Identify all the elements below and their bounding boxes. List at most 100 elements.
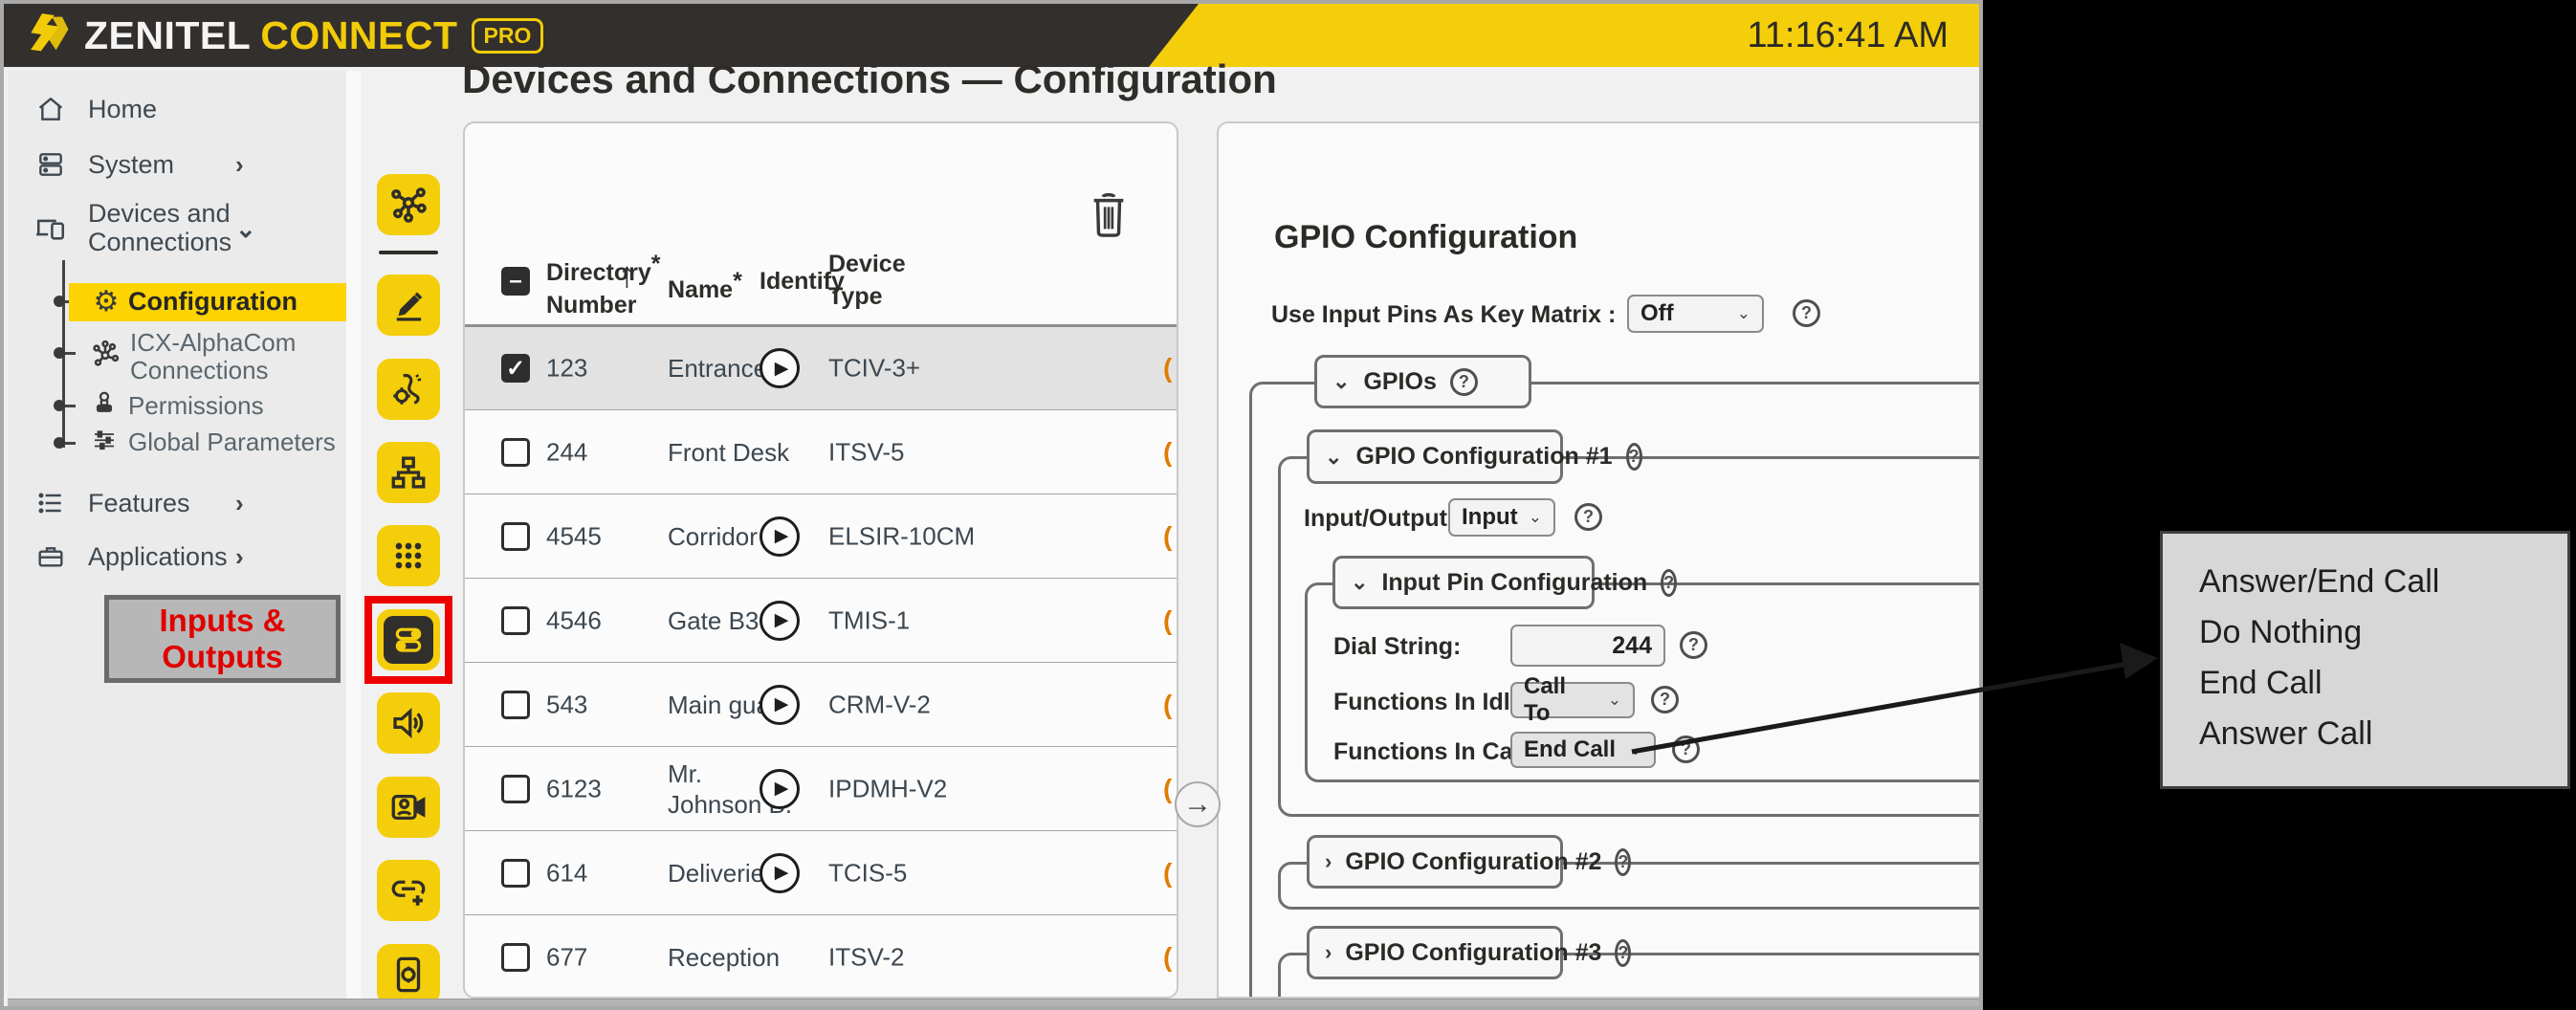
- table-row[interactable]: 244 Front Desk ITSV-5 (: [465, 410, 1177, 494]
- sort-ascending-icon[interactable]: ↑: [618, 255, 636, 296]
- row-checkbox[interactable]: [501, 521, 530, 551]
- list-icon: [34, 487, 67, 519]
- sidebar-item-features[interactable]: Features ›: [8, 482, 346, 524]
- toolbar-audio-button[interactable]: [377, 692, 440, 754]
- help-icon[interactable]: ?: [1651, 686, 1679, 714]
- column-header-directory-number[interactable]: Directory* Number: [546, 251, 661, 318]
- identify-play-button[interactable]: ▶: [760, 600, 800, 641]
- gpio-config3-header[interactable]: › GPIO Configuration #3 ?: [1307, 926, 1632, 979]
- checkbox-icon: [501, 521, 530, 551]
- dropdown-options-tooltip: Answer/End Call Do Nothing End Call Answer …: [2160, 531, 2570, 789]
- tree-bullet: [54, 437, 65, 449]
- row-checkbox[interactable]: [501, 437, 530, 467]
- key-matrix-select[interactable]: Off ⌄: [1627, 295, 1764, 333]
- table-row[interactable]: 677 Reception ITSV-2 (: [465, 915, 1177, 997]
- clipped-column-fragment: (: [1163, 436, 1173, 467]
- sidebar-item-permissions[interactable]: Permissions: [90, 388, 264, 424]
- table-row[interactable]: 543 Main guard ▶ CRM-V-2(: [465, 663, 1177, 747]
- row-checkbox[interactable]: [501, 942, 530, 972]
- sitemap-icon: [391, 456, 426, 489]
- sidebar-item-global-parameters[interactable]: Global Parameters: [90, 425, 336, 460]
- toolbar-add-link-button[interactable]: [377, 860, 440, 921]
- phone-gear-icon: [393, 374, 422, 405]
- help-icon[interactable]: ?: [1449, 367, 1478, 396]
- sidebar: Home System › Devi: [8, 71, 346, 1000]
- identify-play-button[interactable]: ▶: [760, 516, 800, 557]
- call-state-select[interactable]: End Call ⌄: [1510, 732, 1656, 768]
- play-icon: ▶: [760, 348, 800, 388]
- cell-directory-number: 6123: [546, 774, 602, 802]
- toolbar-video-button[interactable]: [377, 777, 440, 838]
- input-output-select[interactable]: Input ⌄: [1448, 498, 1555, 537]
- cell-name: Reception: [668, 942, 781, 972]
- table-row[interactable]: 4545 Corridor 2A ▶ ELSIR-10CM(: [465, 494, 1177, 579]
- tooltip-option: Do Nothing: [2199, 614, 2363, 650]
- gpio-config1-header[interactable]: ⌄ GPIO Configuration #1 ?: [1307, 429, 1642, 484]
- group-title: Input Pin Configuration: [1381, 568, 1648, 596]
- sidebar-item-applications[interactable]: Applications ›: [8, 536, 346, 578]
- toolbar-device-settings-button[interactable]: [377, 944, 440, 1005]
- row-checkbox[interactable]: [501, 690, 530, 719]
- sidebar-item-configuration[interactable]: ⚙ Configuration: [90, 285, 297, 318]
- toolbar-keypad-button[interactable]: [377, 525, 440, 586]
- help-icon[interactable]: ?: [1574, 503, 1602, 531]
- help-icon[interactable]: ?: [1672, 736, 1700, 763]
- play-icon: ▶: [760, 768, 800, 809]
- chevron-right-icon: ›: [1325, 849, 1332, 873]
- delete-icon[interactable]: [1087, 190, 1131, 243]
- select-all-checkbox[interactable]: –: [501, 267, 530, 296]
- toolbar-sitemap-button[interactable]: [377, 442, 440, 503]
- gpio-config2-header[interactable]: › GPIO Configuration #2 ?: [1307, 835, 1632, 889]
- table-row[interactable]: ✓ 123 Entrance ▶ TCIV-3+ (: [465, 326, 1177, 410]
- toolbar-topology-button[interactable]: [377, 174, 440, 235]
- clipped-column-fragment: (: [1163, 857, 1173, 888]
- help-icon[interactable]: ?: [1615, 847, 1632, 876]
- identify-play-button[interactable]: ▶: [760, 348, 800, 388]
- table-row[interactable]: 614 Deliveries ▶ TCIS-5 (: [465, 831, 1177, 915]
- app-window: ZENITEL CONNECT PRO 11:16:41 AM Home: [0, 0, 1983, 1010]
- help-icon[interactable]: ?: [1680, 631, 1707, 659]
- checkbox-icon: [501, 858, 530, 888]
- top-bar-yellow-section: [1149, 4, 1979, 67]
- help-icon[interactable]: ?: [1793, 299, 1820, 327]
- sidebar-label: Devices and Connections: [88, 199, 232, 256]
- toolbar-edit-button[interactable]: [377, 274, 440, 336]
- sidebar-item-home[interactable]: Home: [8, 88, 346, 130]
- row-checkbox[interactable]: [501, 605, 530, 635]
- sidebar-item-devices-connections[interactable]: Devices and Connections ⌄: [8, 197, 346, 258]
- gear-icon: ⚙: [93, 285, 120, 318]
- identify-play-button[interactable]: ▶: [760, 768, 800, 809]
- column-header-device-type[interactable]: Device Type: [828, 251, 906, 310]
- help-icon[interactable]: ?: [1661, 568, 1678, 597]
- identify-play-button[interactable]: ▶: [760, 684, 800, 725]
- arrow-right-icon: →: [1183, 788, 1212, 820]
- identify-play-button[interactable]: ▶: [760, 852, 800, 893]
- sidebar-label: System: [88, 150, 175, 179]
- help-icon[interactable]: ?: [1625, 443, 1642, 471]
- toolbar-call-settings-button[interactable]: [377, 359, 440, 420]
- cell-directory-number: 543: [546, 690, 588, 718]
- tree-bullet: [54, 347, 65, 359]
- horizontal-scrollbar[interactable]: [8, 999, 1979, 1006]
- chevron-down-icon: ⌄: [1325, 444, 1343, 469]
- input-pin-header[interactable]: ⌄ Input Pin Configuration ?: [1332, 556, 1678, 609]
- help-icon[interactable]: ?: [1615, 938, 1632, 967]
- checkbox-icon: ✓: [501, 354, 530, 383]
- checkbox-icon: [501, 690, 530, 719]
- idle-state-select[interactable]: Call To ⌄: [1510, 673, 1635, 726]
- expand-panel-button[interactable]: →: [1175, 781, 1221, 827]
- row-checkbox[interactable]: ✓: [501, 354, 530, 383]
- row-checkbox[interactable]: [501, 774, 530, 803]
- row-checkbox[interactable]: [501, 858, 530, 888]
- sidebar-item-system[interactable]: System ›: [8, 143, 346, 186]
- column-header-name[interactable]: Name*: [668, 268, 742, 303]
- table-row[interactable]: 4546 Gate B3 ▶ TMIS-1 (: [465, 579, 1177, 663]
- dial-string-input[interactable]: 244: [1510, 625, 1665, 667]
- cell-directory-number: 4545: [546, 521, 602, 550]
- gpios-group-header[interactable]: ⌄ GPIOs ?: [1314, 355, 1531, 408]
- clipped-column-fragment: (: [1163, 520, 1173, 551]
- tree-stub: [62, 352, 76, 355]
- toolbar-inputs-outputs-button[interactable]: [377, 609, 440, 670]
- sidebar-item-icx-alphacom[interactable]: ICX-AlphaCom Connections: [88, 329, 296, 384]
